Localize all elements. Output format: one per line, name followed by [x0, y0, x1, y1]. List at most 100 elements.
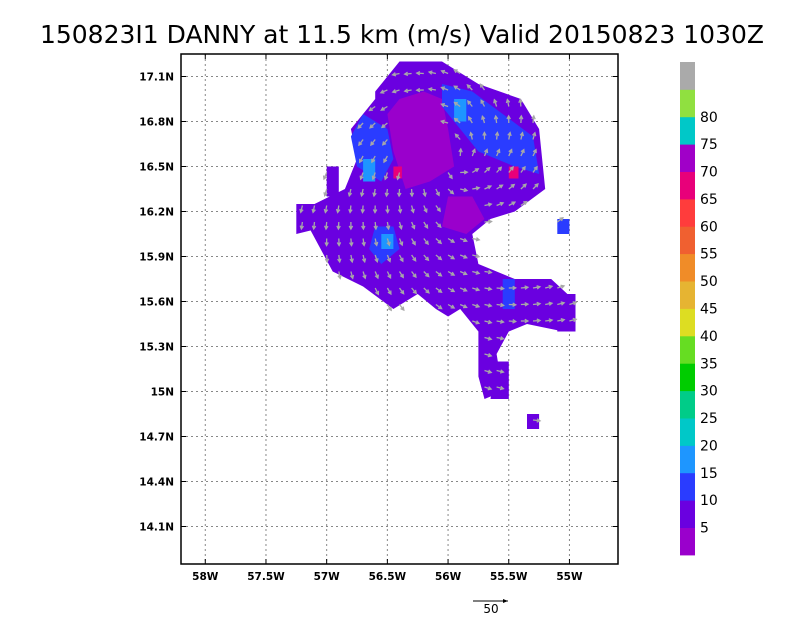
wind-vector-head: [385, 225, 391, 231]
wind-vector-head: [360, 209, 365, 214]
wind-vector-head: [536, 418, 542, 423]
wind-vector-head: [299, 208, 304, 214]
wind-vector-head: [336, 225, 341, 231]
x-tick-label: 56.5W: [369, 571, 407, 583]
wind-vector-head: [323, 192, 328, 198]
wind-vector-head: [463, 254, 468, 259]
colorbar-swatch: [680, 198, 695, 227]
wind-vector-head: [424, 224, 429, 230]
wind-vector-head: [487, 202, 493, 207]
wind-vector-head: [480, 99, 485, 104]
y-tick-label: 14.4N: [139, 477, 174, 489]
colorbar-label: 5: [700, 521, 709, 537]
wind-vector-head: [534, 183, 539, 188]
wind-vector-head: [371, 158, 376, 164]
wind-vector-head: [494, 131, 500, 137]
wind-vector-head: [386, 257, 392, 263]
wind-vector-head: [397, 192, 402, 198]
wind-vector-head: [499, 369, 505, 374]
wind-vector-head: [518, 98, 523, 103]
wind-vector-head: [299, 225, 305, 231]
x-tick-label: 57W: [314, 571, 341, 583]
wind-vector-head: [512, 285, 518, 291]
wind-speed-region: [393, 166, 402, 179]
wind-vector-head: [453, 117, 459, 123]
colorbar-label: 60: [700, 219, 718, 235]
wind-vector-head: [437, 239, 443, 245]
wind-vector-head: [463, 287, 468, 292]
colorbar-swatch: [680, 472, 695, 501]
wind-vector-head: [383, 158, 388, 164]
wind-vector-head: [348, 208, 353, 214]
wind-vector-head: [498, 184, 504, 189]
wind-vector-head: [509, 165, 514, 171]
wind-vector-head: [487, 319, 493, 325]
wind-vector-head: [475, 320, 481, 325]
x-tick-label: 55.5W: [490, 571, 528, 583]
wind-vector-head: [438, 305, 443, 310]
wind-vector-head: [499, 385, 505, 391]
wind-vector-head: [324, 258, 330, 264]
wind-vector-head: [372, 209, 378, 214]
wind-vector-head: [450, 288, 456, 293]
wind-speed-region: [490, 361, 509, 399]
colorbar-swatch: [680, 226, 695, 255]
colorbar-label: 25: [700, 411, 718, 427]
wind-vector-head: [324, 225, 329, 231]
wind-vector-head: [483, 148, 489, 154]
colorbar-label: 45: [700, 302, 718, 318]
colorbar-label: 10: [700, 493, 718, 509]
wind-vector-head: [374, 274, 379, 280]
colorbar-label: 30: [700, 384, 718, 400]
wind-vector-head: [475, 253, 481, 259]
wind-vector-head: [411, 224, 416, 230]
wind-vector-head: [383, 175, 389, 181]
wind-vector-head: [400, 306, 405, 312]
wind-vector-head: [387, 274, 392, 280]
colorbar: 5 10 15 20 25 30 35 40 45 50 55 60 65 70 75 80: [680, 62, 718, 556]
wind-vector-head: [453, 101, 458, 106]
wind-vector-head: [391, 89, 397, 94]
wind-vector-head: [469, 131, 474, 137]
wind-vector-head: [532, 148, 537, 154]
wind-speed-region: [326, 166, 339, 197]
wind-vector-head: [349, 274, 355, 280]
y-tick-label: 16.8N: [139, 117, 174, 129]
wind-vector-head: [507, 131, 512, 137]
wind-vector-head: [487, 286, 493, 292]
wind-vector-head: [512, 302, 518, 307]
wind-vector-head: [487, 185, 493, 190]
wind-vector-head: [487, 303, 493, 308]
wind-vector-head: [518, 114, 524, 120]
wind-vector-head: [508, 148, 513, 154]
wind-vector-head: [380, 106, 385, 111]
wind-vector-head: [359, 175, 364, 181]
wind-vector-head: [403, 71, 409, 77]
colorbar-swatch: [680, 116, 695, 145]
wind-vector-head: [560, 317, 566, 323]
wind-vector-head: [358, 141, 363, 147]
chart-title: 150823I1 DANNY at 11.5 km (m/s) Valid 20…: [40, 20, 764, 49]
wind-vector-head: [373, 225, 378, 231]
colorbar-label: 50: [700, 274, 718, 290]
colorbar-swatch: [680, 445, 695, 474]
wind-vector-head: [520, 148, 525, 154]
wind-vector-head: [375, 290, 380, 296]
wind-vector-head: [533, 165, 538, 171]
wind-vector-head: [361, 241, 366, 247]
wind-vector-head: [479, 83, 484, 88]
colorbar-swatch: [680, 363, 695, 392]
y-tick-label: 14.1N: [139, 522, 174, 534]
wind-vector-head: [519, 131, 525, 137]
wind-vector-head: [463, 187, 469, 193]
wind-vector-head: [531, 114, 536, 120]
wind-vector-head: [311, 208, 316, 214]
wind-vector-head: [424, 256, 430, 262]
wind-vector-head: [415, 87, 421, 93]
wind-speed-region: [527, 414, 540, 429]
wind-vector-head: [437, 272, 443, 277]
wind-vector-head: [424, 240, 429, 246]
wind-vector-head: [437, 256, 443, 261]
wind-vector-head: [409, 192, 415, 198]
colorbar-swatch: [680, 527, 695, 556]
